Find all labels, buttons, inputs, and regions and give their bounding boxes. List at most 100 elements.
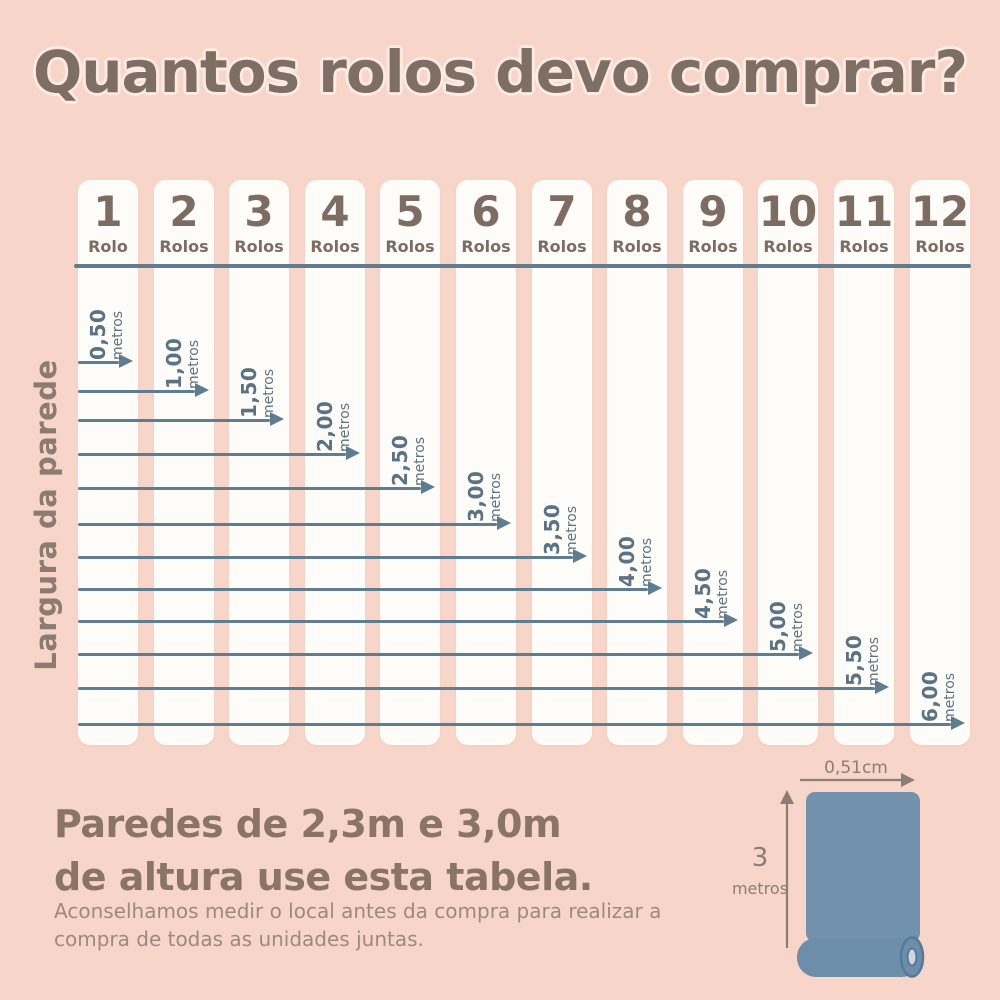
measure-value: 3,00 (464, 470, 488, 522)
column-number: 10 (758, 187, 818, 236)
measure-value: 5,50 (842, 634, 866, 686)
width-arrow-line (78, 361, 119, 364)
width-arrow-line (78, 653, 799, 656)
column-strip-5: 5 Rolos (380, 180, 440, 745)
width-measure-label: 4,00 metros (615, 492, 660, 587)
width-arrow-head-icon (497, 516, 511, 530)
column-strip-11: 11 Rolos (834, 180, 894, 745)
width-arrow-line (78, 487, 421, 490)
column-unit-label: Rolos (612, 237, 662, 256)
column-strip-4: 4 Rolos (305, 180, 365, 745)
width-measure-label: 5,50 metros (842, 591, 887, 686)
column-strip-9: 9 Rolos (683, 180, 743, 745)
column-unit-label: Rolos (159, 237, 209, 256)
width-measure-label: 3,00 metros (464, 427, 509, 522)
width-arrow-head-icon (648, 581, 662, 595)
column-number: 4 (320, 187, 350, 236)
width-measure-label: 6,00 metros (918, 627, 963, 722)
measure-value: 0,50 (86, 308, 110, 360)
width-arrow-line (78, 723, 951, 726)
roll-width-label: 0,51cm (824, 758, 888, 778)
header-divider-line (74, 264, 971, 268)
width-measure-label: 1,00 metros (162, 294, 207, 389)
width-arrow-line (78, 588, 648, 591)
measure-unit: metros (639, 537, 655, 587)
width-measure-label: 2,50 metros (388, 391, 433, 486)
column-strip-8: 8 Rolos (607, 180, 667, 745)
footer-heading-line1: Paredes de 2,3m e 3,0m (54, 802, 562, 846)
measure-unit: metros (110, 310, 126, 360)
y-axis-label: Largura da parede (29, 359, 63, 671)
column-strip-2: 2 Rolos (154, 180, 214, 745)
column-number: 2 (169, 187, 199, 236)
column-unit-label: Rolos (310, 237, 360, 256)
column-unit-label: Rolos (461, 237, 511, 256)
wallpaper-roll-figure: 0,51cm 3 metros (732, 758, 925, 978)
measure-unit: metros (790, 602, 806, 652)
column-strip-1: 1 Rolo (78, 180, 138, 745)
width-measure-label: 2,00 metros (313, 357, 358, 452)
column-number: 9 (698, 187, 728, 236)
footer-note-line2: compra de todas as unidades juntas. (54, 927, 424, 951)
measure-unit: metros (564, 505, 580, 555)
column-strip-7: 7 Rolos (532, 180, 592, 745)
roll-height-value: 3 (752, 843, 769, 873)
width-measure-label: 3,50 metros (540, 460, 585, 555)
measure-unit: metros (337, 402, 353, 452)
column-unit-label: Rolos (234, 237, 284, 256)
measure-unit: metros (715, 569, 731, 619)
measure-unit: metros (866, 636, 882, 686)
roll-width-arrow-icon (901, 773, 915, 787)
column-strip-12: 12 Rolos (910, 180, 970, 745)
footer-heading-line2: de altura use esta tabela. (54, 855, 593, 899)
measure-unit: metros (261, 368, 277, 418)
width-arrow-line (78, 620, 724, 623)
measure-value: 1,50 (237, 366, 261, 418)
width-arrow-head-icon (421, 480, 435, 494)
width-arrow-head-icon (195, 383, 209, 397)
width-arrow-line (78, 453, 346, 456)
column-unit-label: Rolos (688, 237, 738, 256)
width-measure-label: 0,50 metros (86, 265, 131, 360)
wallpaper-sheet (806, 792, 920, 942)
width-arrow-head-icon (119, 354, 133, 368)
width-measure-label: 5,00 metros (766, 557, 811, 652)
width-arrow-head-icon (951, 716, 965, 730)
measure-value: 2,00 (313, 400, 337, 452)
roll-height-unit: metros (732, 879, 788, 898)
width-arrow-head-icon (724, 613, 738, 627)
column-number: 12 (910, 187, 970, 236)
measure-unit: metros (488, 472, 504, 522)
width-arrow-line (78, 419, 270, 422)
width-measure-label: 4,50 metros (691, 524, 736, 619)
width-arrow-line (78, 523, 497, 526)
column-number: 1 (93, 187, 123, 236)
column-unit-label: Rolos (763, 237, 813, 256)
column-number: 3 (244, 187, 274, 236)
measure-value: 2,50 (388, 434, 412, 486)
column-number: 8 (622, 187, 652, 236)
measure-value: 4,00 (615, 535, 639, 587)
column-number: 5 (395, 187, 425, 236)
column-strip-6: 6 Rolos (456, 180, 516, 745)
measure-unit: metros (186, 339, 202, 389)
column-strip-3: 3 Rolos (229, 180, 289, 745)
measure-value: 5,00 (766, 600, 790, 652)
page-title: Quantos rolos devo comprar? (32, 38, 968, 106)
measure-unit: metros (412, 436, 428, 486)
width-arrow-line (78, 390, 195, 393)
width-arrow-line (78, 556, 573, 559)
column-unit-label: Rolos (385, 237, 435, 256)
column-unit-label: Rolos (915, 237, 965, 256)
column-unit-label: Rolos (537, 237, 587, 256)
measure-value: 6,00 (918, 670, 942, 722)
footer-note: Aconselhamos medir o local antes da comp… (54, 897, 661, 953)
measure-value: 3,50 (540, 503, 564, 555)
column-number: 7 (547, 187, 577, 236)
roll-height-arrow-icon (780, 790, 794, 804)
footer-heading: Paredes de 2,3m e 3,0m de altura use est… (54, 798, 593, 904)
width-arrow-head-icon (346, 446, 360, 460)
column-number: 6 (471, 187, 501, 236)
column-number: 11 (834, 187, 894, 236)
